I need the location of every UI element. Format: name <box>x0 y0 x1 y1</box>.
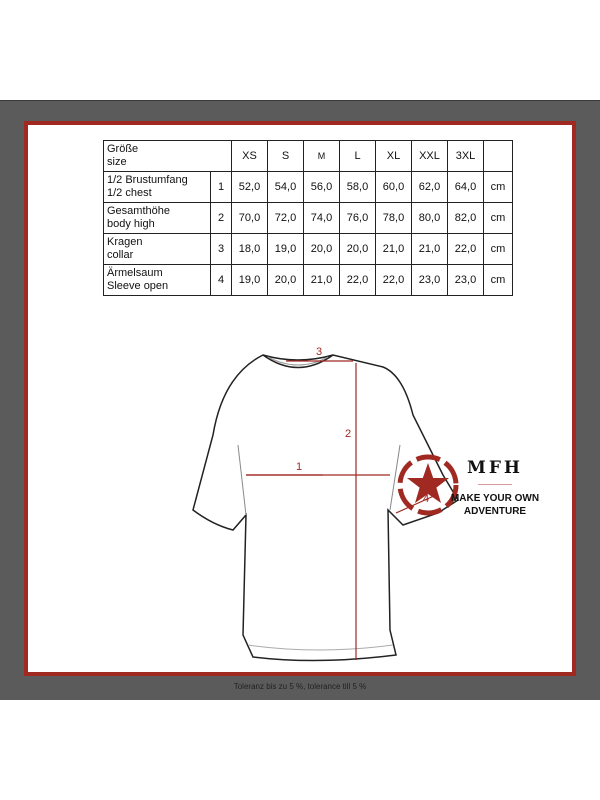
unit: cm <box>483 264 513 296</box>
table-row: Kragen collar 3 18,0 19,0 20,0 20,0 21,0 21,0 22,… <box>103 233 513 265</box>
table-row: Ärmelsaum Sleeve open 4 19,0 20,0 21,0 22,0 22,… <box>103 264 513 296</box>
measure-value: 21,0 <box>303 264 340 296</box>
size-col: L <box>339 140 376 172</box>
size-col: 3XL <box>447 140 484 172</box>
measure-value: 78,0 <box>375 202 412 234</box>
brand-divider <box>478 484 512 485</box>
measure-value: 23,0 <box>411 264 448 296</box>
measure-value: 22,0 <box>447 233 484 265</box>
measure-value: 19,0 <box>267 233 304 265</box>
measure-value: 74,0 <box>303 202 340 234</box>
measure-value: 23,0 <box>447 264 484 296</box>
measure-value: 18,0 <box>231 233 268 265</box>
measure-value: 82,0 <box>447 202 484 234</box>
star-icon <box>407 463 449 503</box>
measure-value: 62,0 <box>411 171 448 203</box>
marker-1: 1 <box>296 461 302 473</box>
measure-index: 2 <box>210 202 232 234</box>
size-label: Größe size <box>103 140 232 172</box>
measure-value: 76,0 <box>339 202 376 234</box>
marker-2: 2 <box>345 428 351 440</box>
unit: cm <box>483 233 513 265</box>
table-row: Gesamthöhe body high 2 70,0 72,0 74,0 76,0 78,0… <box>103 202 513 234</box>
measure-label: Gesamthöhe body high <box>103 202 211 234</box>
measure-value: 21,0 <box>411 233 448 265</box>
measure-label: 1/2 Brustumfang 1/2 chest <box>103 171 211 203</box>
marker-4: 4 <box>423 493 429 505</box>
measure-index: 1 <box>210 171 232 203</box>
measure-value: 20,0 <box>303 233 340 265</box>
size-col: M <box>303 140 340 172</box>
measure-value: 72,0 <box>267 202 304 234</box>
measure-value: 80,0 <box>411 202 448 234</box>
measure-label: Ärmelsaum Sleeve open <box>103 264 211 296</box>
tshirt-diagram: 1 2 3 4 <box>192 346 460 662</box>
size-chart-panel: Größe size XS S M L XL XXL 3XL 1/2 Brustu… <box>24 121 576 676</box>
mfh-star-logo <box>397 454 459 516</box>
measure-index: 4 <box>210 264 232 296</box>
unit: cm <box>483 171 513 203</box>
measure-value: 58,0 <box>339 171 376 203</box>
brand-name: MFH <box>467 458 523 478</box>
table-row: 1/2 Brustumfang 1/2 chest 1 52,0 54,0 56,0 58,… <box>103 171 513 203</box>
unit-col <box>483 140 513 172</box>
measure-value: 22,0 <box>339 264 376 296</box>
measure-value: 20,0 <box>267 264 304 296</box>
size-table: Größe size XS S M L XL XXL 3XL 1/2 Brustu… <box>103 140 513 296</box>
measure-lines <box>246 360 437 660</box>
unit: cm <box>483 202 513 234</box>
measure-value: 64,0 <box>447 171 484 203</box>
brand-slogan: MAKE YOUR OWN ADVENTURE <box>450 493 540 517</box>
size-col: XXL <box>411 140 448 172</box>
table-header-row: Größe size XS S M L XL XXL 3XL <box>103 140 513 172</box>
star-ring-icon <box>397 454 459 516</box>
measure-label: Kragen collar <box>103 233 211 265</box>
measure-value: 19,0 <box>231 264 268 296</box>
measure-index: 3 <box>210 233 232 265</box>
tolerance-note: Toleranz bis zu 5 %, tolerance till 5 % <box>233 682 367 691</box>
tshirt-outline <box>192 354 460 662</box>
measure-value: 70,0 <box>231 202 268 234</box>
measure-value: 56,0 <box>303 171 340 203</box>
marker-3: 3 <box>316 346 322 358</box>
size-col: S <box>267 140 304 172</box>
size-col: XS <box>231 140 268 172</box>
measure-value: 21,0 <box>375 233 412 265</box>
measure-value: 22,0 <box>375 264 412 296</box>
measure-value: 52,0 <box>231 171 268 203</box>
sleeve-measure-line <box>395 494 437 514</box>
size-col: XL <box>375 140 412 172</box>
measure-value: 54,0 <box>267 171 304 203</box>
measure-value: 20,0 <box>339 233 376 265</box>
measure-value: 60,0 <box>375 171 412 203</box>
